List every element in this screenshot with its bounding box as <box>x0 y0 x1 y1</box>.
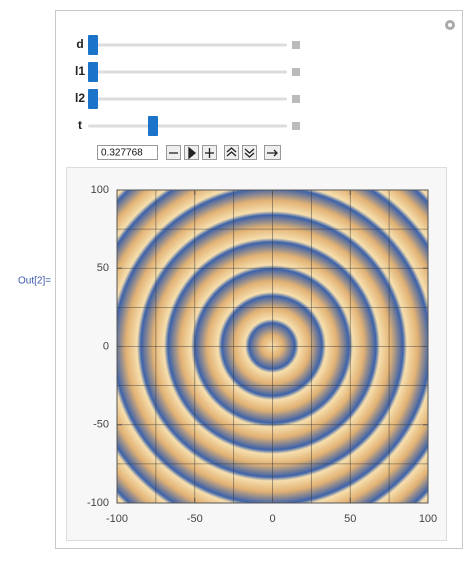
input-value: 0.327768 <box>101 148 143 159</box>
x-tick-label: 100 <box>419 513 437 525</box>
x-tick-label: -100 <box>106 513 128 525</box>
slider-thumb[interactable] <box>88 62 98 82</box>
input-field[interactable] <box>97 145 158 160</box>
slider-thumb[interactable] <box>148 116 158 136</box>
icon-arrow <box>267 149 278 157</box>
icon-play <box>188 146 197 160</box>
y-tick-label: 100 <box>91 184 109 196</box>
slider-label: t <box>78 118 82 132</box>
slider-track <box>88 43 287 47</box>
slider-label: l1 <box>75 64 85 78</box>
slider-track <box>88 124 287 128</box>
y-tick-label: 0 <box>103 340 109 352</box>
icon-faster <box>226 147 237 157</box>
button-icons <box>169 146 278 160</box>
expand-button[interactable] <box>292 122 300 130</box>
y-tick-label: 50 <box>97 262 109 274</box>
slider-label: l2 <box>75 91 85 105</box>
y-tick-label: -100 <box>87 497 109 509</box>
x-tick-label: 50 <box>344 513 356 525</box>
expand-button[interactable] <box>292 41 300 49</box>
x-tick-label: 0 <box>269 513 275 525</box>
slider-track <box>88 97 287 101</box>
expand-button[interactable] <box>292 68 300 76</box>
slider-thumb[interactable] <box>88 35 98 55</box>
x-tick-label: -50 <box>187 513 203 525</box>
slider-thumb[interactable] <box>88 89 98 109</box>
icon-slower <box>244 148 255 158</box>
y-tick-label: -50 <box>93 419 109 431</box>
slider-label: d <box>76 37 83 51</box>
gear-hole <box>448 23 452 27</box>
output-label: Out[2]= <box>18 276 51 287</box>
slider-track <box>88 70 287 74</box>
expand-button[interactable] <box>292 95 300 103</box>
animation-buttons <box>166 145 281 160</box>
